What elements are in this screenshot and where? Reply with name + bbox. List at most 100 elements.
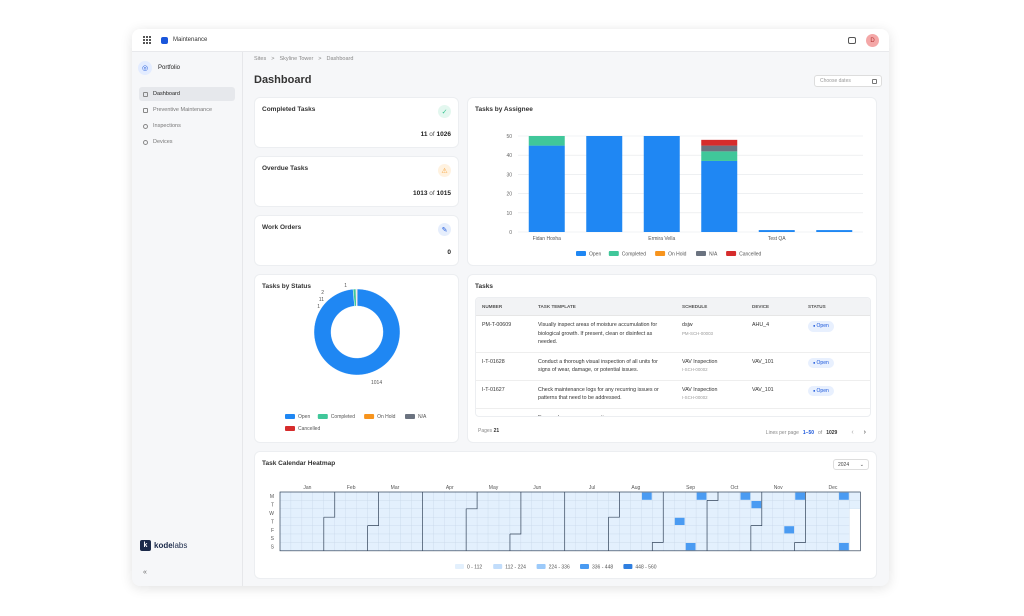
collapse-sidebar-icon[interactable]: « xyxy=(143,569,147,576)
table-header-row: NUMBER TASK TEMPLATE SCHEDULE DEVICE STA… xyxy=(476,298,870,316)
task-device: VAV_101 xyxy=(746,352,802,381)
task-schedule: VAV Inspection I-SCH-00002 xyxy=(676,352,746,381)
year-select[interactable]: 2024 ⌄ xyxy=(833,459,869,470)
heatmap-cell xyxy=(444,500,456,509)
heatmap-cell xyxy=(356,517,368,526)
heatmap-cell xyxy=(542,533,554,543)
task-calendar-heatmap: Jan Feb Mar Apr May Jun Jul Aug Sep Oct Nov DecMTWT… xyxy=(269,485,861,571)
heatmap-cell xyxy=(674,500,686,509)
heatmap-cell xyxy=(674,542,686,551)
heatmap-cell xyxy=(772,517,784,526)
breadcrumb-item[interactable]: Skyline Tower xyxy=(279,56,314,62)
bar-segment xyxy=(701,151,738,161)
heatmap-cell xyxy=(465,517,478,526)
col-header[interactable]: SCHEDULE xyxy=(676,298,746,316)
check-circle-icon: ✓ xyxy=(438,105,451,118)
total-count: 1029 xyxy=(826,429,838,436)
task-number[interactable] xyxy=(476,408,532,416)
donut-slice xyxy=(313,288,401,376)
col-header[interactable]: NUMBER xyxy=(476,298,532,316)
table-row[interactable]: PM-T-00609 Visually inspect areas of mois… xyxy=(476,315,870,353)
heatmap-cell xyxy=(816,500,828,509)
heatmap-cell xyxy=(805,525,817,535)
heatmap-cell xyxy=(772,533,784,543)
kpi-of: of xyxy=(429,131,435,138)
col-header[interactable]: TASK TEMPLATE xyxy=(532,298,676,316)
heatmap-cell xyxy=(279,491,292,501)
heatmap-cell xyxy=(827,508,839,518)
sidebar-item-devices[interactable]: Devices xyxy=(139,135,235,149)
prev-page-icon[interactable]: ‹ xyxy=(851,429,854,436)
heatmap-cell xyxy=(345,508,357,518)
heatmap-cell xyxy=(750,542,762,551)
table-row[interactable]: Ensure dampers are operating xyxy=(476,408,870,416)
date-range-picker[interactable]: Choose dates xyxy=(814,75,882,87)
task-number[interactable]: I-T-01627 xyxy=(476,380,532,409)
heatmap-cell xyxy=(334,500,346,509)
legend-label: Open xyxy=(589,252,601,258)
breadcrumb-item[interactable]: Sites xyxy=(254,56,267,62)
heatmap-cell xyxy=(641,525,653,535)
heatmap-cell xyxy=(684,508,697,518)
heatmap-cell xyxy=(728,500,741,509)
legend-swatch xyxy=(364,414,375,419)
heatmap-cell xyxy=(389,500,401,509)
heatmap-cell xyxy=(608,500,620,509)
heatmap-cell xyxy=(597,491,609,501)
sidebar-item-preventive-maintenance[interactable]: Preventive Maintenance xyxy=(139,103,235,117)
data-label: 2 xyxy=(321,290,324,296)
task-status: Open xyxy=(802,380,870,409)
heatmap-cell xyxy=(586,491,598,501)
heatmap-cell xyxy=(783,500,795,509)
weekday-label: T xyxy=(271,519,274,525)
task-schedule: dsjw PM-SCH-00003 xyxy=(676,315,746,353)
heatmap-cell xyxy=(652,517,664,526)
heatmap-cell xyxy=(531,508,543,518)
heatmap-cell xyxy=(564,533,576,543)
legend-label: On Hold xyxy=(377,414,396,420)
heatmap-cell-active xyxy=(740,492,751,500)
table-row[interactable]: I-T-01628 Conduct a thorough visual inspe… xyxy=(476,352,870,381)
sidebar-item-dashboard[interactable]: Dashboard xyxy=(139,87,235,101)
sidebar-item-inspections[interactable]: Inspections xyxy=(139,119,235,133)
heatmap-cell xyxy=(476,542,489,551)
heatmap-cell xyxy=(663,491,675,501)
user-avatar[interactable]: D xyxy=(866,34,879,47)
heatmap-cell xyxy=(805,491,817,501)
col-header[interactable]: DEVICE xyxy=(746,298,802,316)
heatmap-cell xyxy=(498,533,511,543)
breadcrumb-separator: > xyxy=(318,56,322,62)
month-boundary xyxy=(706,492,719,551)
table-row[interactable]: I-T-01627 Check maintenance logs for any … xyxy=(476,380,870,409)
schedule-name: VAV Inspection xyxy=(682,386,718,393)
apps-grid-icon[interactable] xyxy=(143,36,151,44)
heatmap-cell xyxy=(805,542,817,551)
legend-swatch xyxy=(608,251,619,256)
heatmap-cell xyxy=(279,500,292,509)
year-value: 2024 xyxy=(838,461,850,468)
chat-icon[interactable] xyxy=(848,37,856,44)
heatmap-cell xyxy=(542,500,554,509)
legend-label: Completed xyxy=(622,252,646,258)
heatmap-cell xyxy=(575,533,587,543)
legend-swatch xyxy=(580,564,589,569)
heatmap-cell xyxy=(761,491,773,501)
heatmap-cell xyxy=(334,525,346,535)
heatmap-cell xyxy=(717,508,730,518)
task-number[interactable]: PM-T-00609 xyxy=(476,315,532,353)
col-header[interactable]: STATUS xyxy=(802,298,870,316)
heatmap-cell xyxy=(334,542,346,551)
tasks-table-wrapper[interactable]: NUMBER TASK TEMPLATE SCHEDULE DEVICE STA… xyxy=(475,297,871,417)
next-page-icon[interactable]: › xyxy=(863,429,866,436)
legend-label: On Hold xyxy=(668,252,687,258)
heatmap-cell xyxy=(717,517,730,526)
heatmap-cell xyxy=(323,517,335,526)
bar-segment xyxy=(701,145,738,152)
heatmap-cell xyxy=(575,500,587,509)
month-boundary xyxy=(794,492,806,551)
task-number[interactable]: I-T-01628 xyxy=(476,352,532,381)
heatmap-cell xyxy=(465,525,478,535)
legend-label: Completed xyxy=(331,414,355,420)
heatmap-cell xyxy=(684,491,697,501)
portfolio-selector[interactable]: ◎ Portfolio xyxy=(138,59,236,77)
